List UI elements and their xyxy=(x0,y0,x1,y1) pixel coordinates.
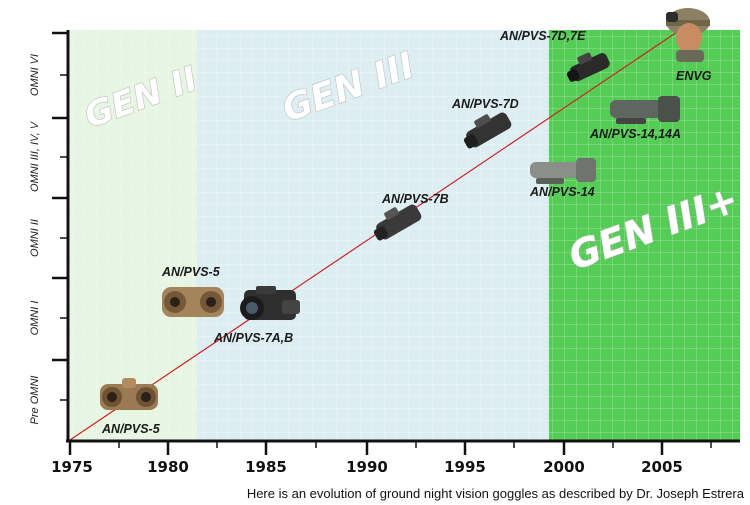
device-label-an-pvs-7ab: AN/PVS-7A,B xyxy=(213,331,293,345)
x-tick-label-1995: 1995 xyxy=(444,458,486,476)
monocular-icon xyxy=(530,158,596,184)
y-axis xyxy=(52,30,70,440)
device-label-an-pvs-7d: AN/PVS-7D xyxy=(451,97,519,111)
camera-icon xyxy=(240,286,300,320)
goggle-icon xyxy=(463,112,512,149)
x-tick-label-2000: 2000 xyxy=(543,458,585,476)
goggle-icon xyxy=(162,287,224,317)
trend-line xyxy=(69,29,681,441)
y-tick-label-omni-vi: OMNI VI xyxy=(29,54,41,96)
device-label-an-pvs-14: AN/PVS-14 xyxy=(529,185,595,199)
device-label-an-pvs-5-early: AN/PVS-5 xyxy=(101,422,161,436)
y-tick-label-omni-ii: OMNI II xyxy=(29,219,41,257)
figure-caption: Here is an evolution of ground night vis… xyxy=(246,486,744,501)
grid-overlay xyxy=(70,30,740,440)
x-tick-label-1985: 1985 xyxy=(245,458,287,476)
x-tick-label-1980: 1980 xyxy=(147,458,189,476)
goggle-icon xyxy=(100,378,158,410)
device-label-an-pvs-5: AN/PVS-5 xyxy=(161,265,221,279)
device-label-an-pvs-7b: AN/PVS-7B xyxy=(381,192,449,206)
y-tick-label-pre-omni: Pre OMNI xyxy=(29,376,41,425)
x-tick-label-2005: 2005 xyxy=(641,458,683,476)
goggle-icon xyxy=(566,52,610,82)
y-tick-label-omni-iii-iv-v: OMNI III, IV, V xyxy=(29,120,41,192)
goggle-icon xyxy=(373,204,422,241)
monocular-icon xyxy=(610,96,680,124)
x-axis xyxy=(66,439,740,455)
x-tick-label-1975: 1975 xyxy=(51,458,93,476)
device-label-envg: ENVG xyxy=(676,69,712,83)
soldier-icon xyxy=(666,8,710,62)
x-tick-label-1990: 1990 xyxy=(346,458,388,476)
y-tick-label-omni-i: OMNI I xyxy=(29,301,41,336)
device-label-an-pvs-14-14a: AN/PVS-14,14A xyxy=(589,127,681,141)
device-label-an-pvs-7d-7e: AN/PVS-7D,7E xyxy=(499,29,586,43)
